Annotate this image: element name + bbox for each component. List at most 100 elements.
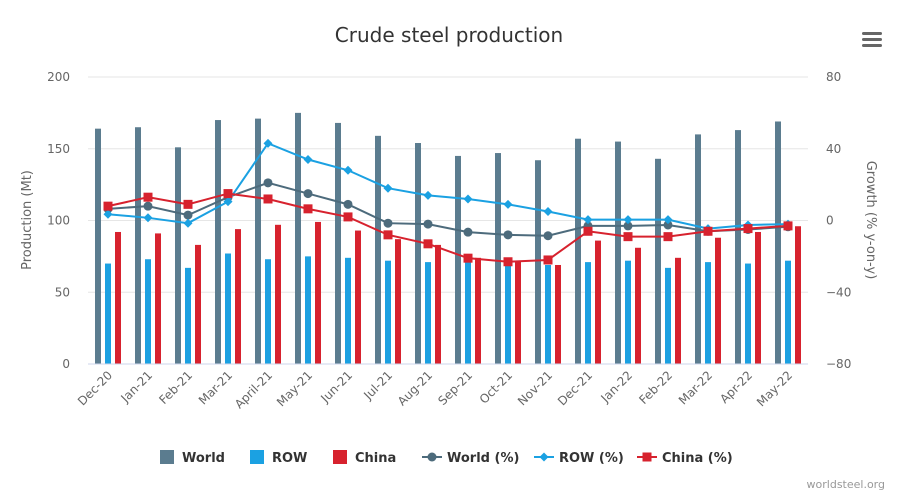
legend-item[interactable]: China — [333, 450, 396, 466]
point — [503, 230, 513, 240]
bar — [515, 260, 521, 364]
point — [183, 210, 193, 220]
point — [423, 239, 433, 249]
line-series — [103, 138, 793, 267]
point — [743, 224, 753, 234]
point — [383, 218, 393, 228]
bar — [535, 160, 541, 364]
bar — [465, 262, 471, 364]
x-tick-label: Mar-22 — [676, 368, 715, 407]
point — [663, 215, 673, 225]
x-tick-label: Oct-21 — [477, 368, 515, 406]
point — [663, 232, 673, 242]
bar — [335, 122, 341, 364]
legend: World ROW China World (%) ROW (%) China (%) — [160, 450, 733, 466]
bar — [345, 257, 351, 364]
bar — [395, 239, 401, 364]
bar — [495, 153, 501, 364]
x-tick-label: May-21 — [274, 368, 315, 409]
point — [143, 201, 153, 211]
bar — [95, 128, 101, 364]
bar — [355, 230, 361, 364]
series-line — [107, 181, 789, 237]
left-tick-label: 200 — [47, 70, 70, 84]
bar — [615, 141, 621, 364]
point — [503, 199, 513, 209]
left-tick-label: 50 — [55, 285, 70, 299]
point — [143, 192, 153, 202]
line-series-diamond — [103, 138, 793, 234]
line-series-square — [103, 189, 793, 267]
bar — [715, 237, 721, 364]
legend-item[interactable]: World (%) — [422, 451, 519, 466]
point — [503, 257, 513, 267]
bar — [105, 263, 111, 364]
menu-button[interactable] — [860, 30, 884, 52]
series-line — [107, 142, 789, 230]
bar — [225, 253, 231, 364]
point — [303, 189, 313, 199]
bar — [145, 259, 151, 364]
x-tick-label: Sep-21 — [435, 368, 475, 408]
x-tick-label: Dec-21 — [555, 368, 595, 408]
bar — [745, 263, 751, 364]
bar — [135, 127, 141, 364]
point — [423, 219, 433, 229]
legend-item[interactable]: World — [160, 450, 225, 466]
bar — [735, 130, 741, 364]
point — [783, 221, 793, 231]
right-axis-ticks: −80 −40 0 40 80 — [826, 70, 851, 371]
left-tick-label: 100 — [47, 214, 70, 228]
bar — [385, 260, 391, 364]
bar — [375, 135, 381, 364]
point — [183, 218, 193, 228]
x-tick-label: Aug-21 — [395, 368, 435, 408]
bar — [795, 226, 801, 364]
bar-series — [95, 112, 801, 365]
bar — [635, 247, 641, 364]
bar — [435, 244, 441, 364]
left-axis-title: Production (Mt) — [20, 170, 35, 270]
x-tick-label: April-21 — [232, 368, 275, 411]
x-tick-label: Jul-21 — [360, 368, 395, 403]
bar — [305, 256, 311, 364]
bar — [675, 257, 681, 364]
bar — [455, 155, 461, 364]
point — [427, 452, 437, 462]
left-axis-ticks: 0 50 100 150 200 — [47, 70, 70, 371]
point — [343, 165, 353, 175]
left-tick-label: 0 — [62, 357, 70, 371]
right-tick-label: 0 — [826, 214, 834, 228]
legend-item[interactable]: China (%) — [637, 451, 733, 466]
chart-title: Crude steel production — [335, 23, 563, 47]
point — [623, 232, 633, 242]
legend-item[interactable]: ROW — [250, 450, 307, 466]
x-tick-label: Nov-21 — [515, 368, 555, 408]
line-series-circle — [103, 178, 793, 241]
bar — [555, 264, 561, 364]
x-tick-label: Jan-21 — [118, 368, 156, 406]
bar — [585, 262, 591, 364]
point — [383, 230, 393, 240]
bar-series-china — [115, 221, 801, 364]
point — [543, 255, 553, 265]
bar — [275, 224, 281, 364]
point — [103, 209, 113, 219]
left-tick-label: 150 — [47, 142, 70, 156]
point — [263, 138, 273, 148]
bar-series-row — [105, 253, 791, 364]
point — [663, 220, 673, 230]
bar — [265, 259, 271, 364]
point — [543, 207, 553, 217]
credit-link[interactable]: worldsteel.org — [807, 478, 885, 491]
point — [223, 197, 233, 207]
legend-label: World — [182, 451, 225, 466]
point — [103, 201, 113, 211]
legend-item[interactable]: ROW (%) — [534, 451, 624, 466]
bar — [755, 231, 761, 364]
point — [423, 190, 433, 200]
x-tick-label: May-22 — [754, 368, 795, 409]
point — [383, 183, 393, 193]
